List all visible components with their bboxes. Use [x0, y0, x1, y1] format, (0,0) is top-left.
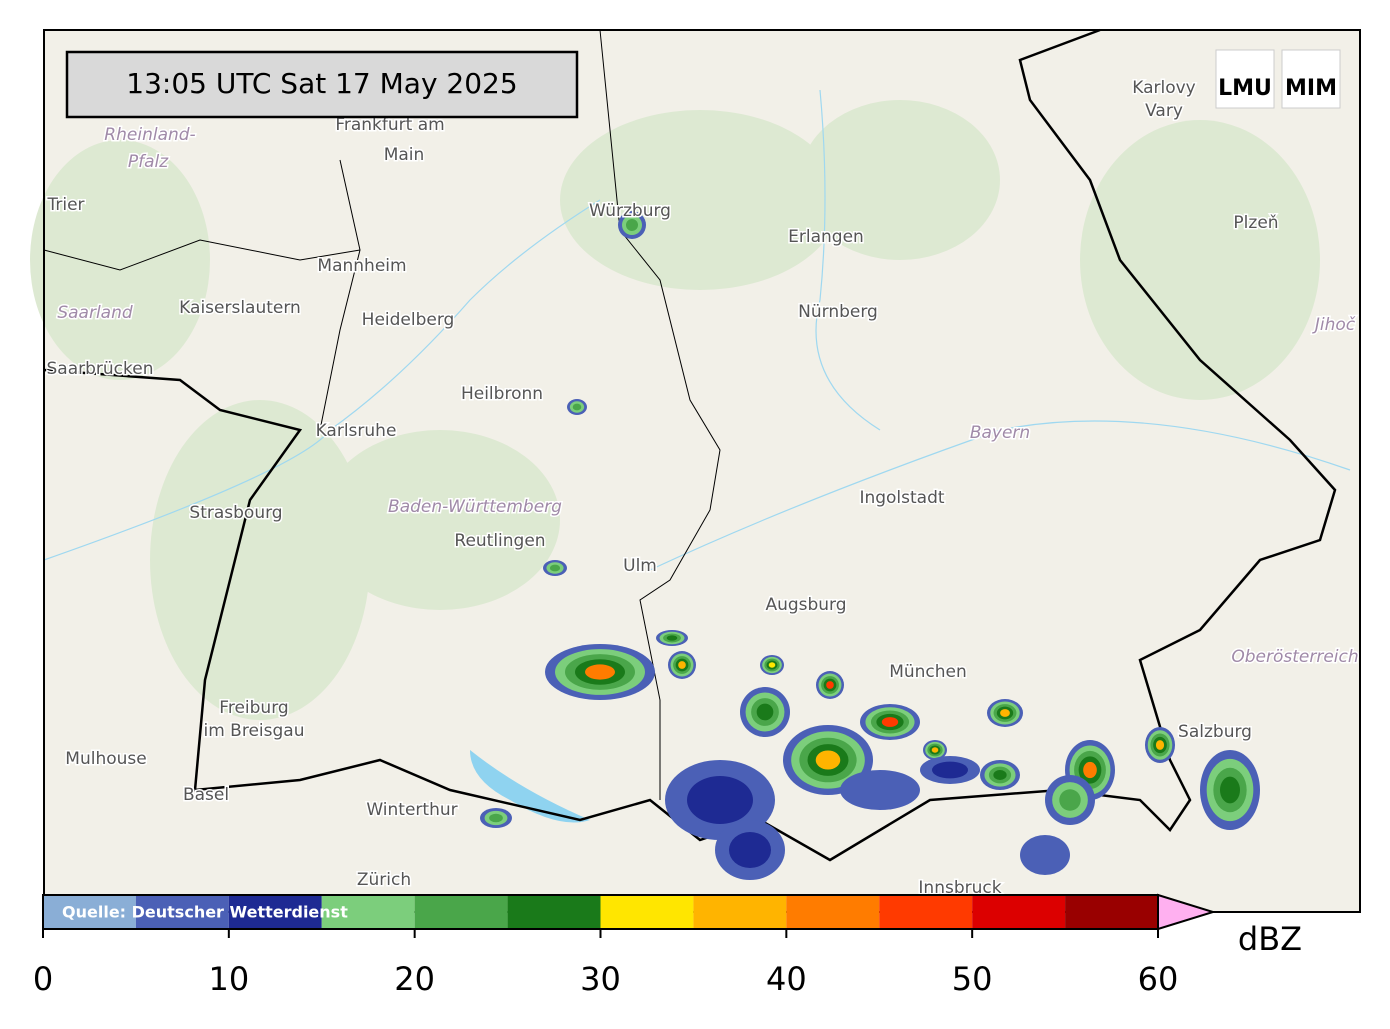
- rivers: [43, 89, 1351, 571]
- radar-echo: [756, 703, 774, 721]
- colorbar-tick-label: 20: [394, 960, 435, 998]
- place-label: Heidelberg: [362, 310, 455, 330]
- timestamp-box: [65, 50, 579, 119]
- place-label: Jihoč: [1312, 315, 1356, 335]
- colorbar-segment: [600, 895, 694, 929]
- place-label: Erlangen: [788, 227, 864, 247]
- colorbar-segment: [414, 895, 508, 929]
- radar-echoes: [480, 211, 1260, 880]
- colorbar-segment: [972, 895, 1066, 929]
- radar-echo: [678, 661, 686, 669]
- radar-echo: [1000, 709, 1010, 717]
- place-label: Karlsruhe: [316, 421, 397, 441]
- place-label: Heilbronn: [461, 384, 543, 404]
- place-label: Winterthur: [366, 800, 457, 820]
- logo-text: MIM: [1285, 76, 1337, 101]
- radar-echo: [881, 717, 899, 727]
- place-label: Bayern: [970, 423, 1030, 443]
- place-label: Trier: [46, 195, 84, 215]
- colorbar-unit: dBZ: [1238, 920, 1302, 958]
- source-label: Quelle: Deutscher Wetterdienst: [62, 903, 348, 922]
- place-label: Kaiserslautern: [179, 298, 301, 318]
- colorbar-segment: [507, 895, 601, 929]
- colorbar-segment: [693, 895, 787, 929]
- state-borders: [43, 29, 721, 800]
- radar-echo: [932, 761, 968, 779]
- place-label: Ingolstadt: [859, 488, 944, 508]
- place-label: Frankfurt am: [335, 115, 444, 135]
- colorbar-tick-label: 30: [580, 960, 621, 998]
- country-borders: [43, 28, 1337, 862]
- place-label: Freiburg: [219, 698, 288, 718]
- timestamp: 13:05 UTC Sat 17 May 2025: [126, 67, 517, 100]
- place-label: Saarland: [57, 303, 133, 323]
- place-label: Plzeň: [1233, 213, 1278, 233]
- place-label: Pfalz: [128, 152, 169, 172]
- place-label: Vary: [1145, 101, 1183, 121]
- forest-areas: [30, 100, 1320, 720]
- radar-echo: [1220, 776, 1240, 804]
- place-label: Baden-Württemberg: [388, 497, 562, 517]
- colorbar-segment: [786, 895, 880, 929]
- colorbar-tick-label: 50: [952, 960, 993, 998]
- colorbar-segment: [321, 895, 415, 929]
- colorbar-tick-label: 40: [766, 960, 807, 998]
- radar-echo: [572, 403, 582, 411]
- place-label: im Breisgau: [204, 721, 305, 741]
- place-label: Nürnberg: [798, 302, 878, 322]
- logo-box: [1281, 49, 1341, 109]
- colorbar-tick-label: 10: [208, 960, 249, 998]
- radar-echo: [1059, 789, 1081, 811]
- radar-echo: [585, 664, 615, 680]
- colorbar-segment: [135, 895, 229, 929]
- radar-echo: [1083, 761, 1097, 779]
- colorbar-segment: [228, 895, 322, 929]
- radar-echo: [489, 813, 503, 823]
- colorbar-segment: [879, 895, 973, 929]
- place-label: Zürich: [357, 870, 411, 890]
- colorbar: Quelle: Deutscher Wetterdienst 0 10 20 30 40 5…: [33, 893, 1302, 998]
- colorbar-tick-label: 0: [33, 960, 53, 998]
- place-label: Rheinland-: [104, 125, 195, 145]
- colorbar-segment: [1065, 895, 1158, 929]
- radar-echo: [931, 747, 939, 753]
- logo-box: [1215, 49, 1275, 109]
- colorbar-tick-label: 60: [1138, 960, 1179, 998]
- colorbar-segment: [43, 895, 136, 929]
- place-label: Reutlingen: [454, 531, 545, 551]
- radar-echo: [687, 776, 753, 824]
- radar-echo: [666, 635, 678, 641]
- place-label: Augsburg: [765, 595, 846, 615]
- radar-echo: [840, 770, 920, 810]
- place-label: Salzburg: [1178, 722, 1252, 742]
- place-label: Strasbourg: [189, 503, 282, 523]
- radar-echo: [815, 750, 841, 770]
- place-labels: Frankfurt am Main Rheinland- Pfalz Trier Mann…: [45, 77, 1360, 900]
- place-label: Oberösterreich: [1231, 647, 1358, 667]
- radar-echo: [729, 832, 771, 868]
- place-label: Ulm: [623, 556, 657, 576]
- place-label: Würzburg: [589, 201, 671, 221]
- place-label: Mulhouse: [65, 749, 146, 769]
- radar-echo: [1155, 740, 1165, 750]
- radar-echo: [826, 681, 834, 689]
- place-label: Saarbrücken: [47, 359, 154, 379]
- place-label: Basel: [183, 785, 229, 805]
- place-label: Mannheim: [317, 256, 406, 276]
- radar-echo: [1020, 835, 1070, 875]
- place-label: Innsbruck: [918, 878, 1001, 898]
- place-label: Main: [384, 145, 425, 165]
- logo-text: LMU: [1218, 76, 1272, 101]
- radar-echo: [549, 564, 561, 572]
- radar-echo: [993, 770, 1007, 780]
- radar-echo: [626, 219, 638, 231]
- place-label: München: [889, 662, 967, 682]
- radar-echo: [768, 662, 776, 668]
- place-label: Karlovy: [1132, 78, 1196, 98]
